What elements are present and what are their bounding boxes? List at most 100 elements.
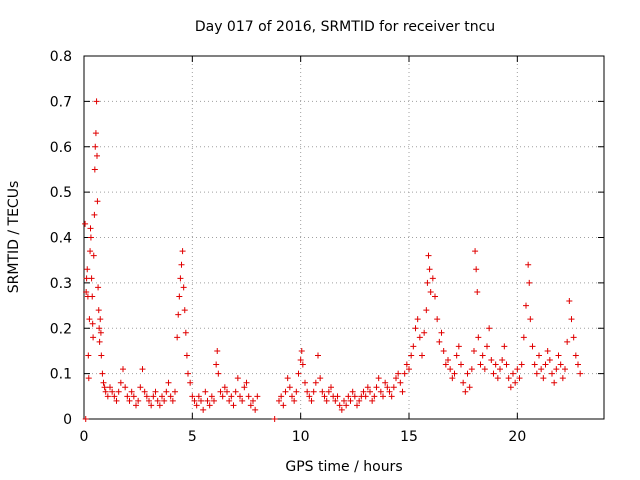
data-point: [403, 361, 410, 368]
data-point: [291, 397, 298, 404]
x-tick-label: 15: [400, 429, 418, 445]
data-point: [141, 388, 148, 395]
data-point: [88, 275, 95, 282]
data-point: [165, 379, 172, 386]
data-point: [386, 388, 393, 395]
data-point: [87, 234, 94, 241]
data-point: [570, 334, 577, 341]
data-point: [304, 388, 311, 395]
data-point: [527, 316, 534, 323]
data-point: [232, 388, 239, 395]
data-point: [126, 397, 133, 404]
data-point: [336, 402, 343, 409]
data-point: [546, 357, 553, 364]
data-point: [299, 361, 306, 368]
data-point: [520, 334, 527, 341]
data-point: [544, 347, 551, 354]
data-point: [289, 393, 295, 400]
data-point: [486, 325, 493, 332]
data-point: [178, 261, 185, 268]
data-point: [514, 366, 521, 373]
data-point: [575, 361, 581, 368]
data-point: [390, 384, 397, 391]
data-point: [421, 329, 428, 336]
y-tick-label: 0.7: [50, 94, 72, 110]
data-point: [492, 361, 499, 368]
data-point: [137, 384, 144, 391]
data-point: [92, 143, 99, 150]
data-point: [99, 370, 106, 377]
data-point: [120, 366, 126, 373]
data-point: [445, 357, 451, 364]
data-point: [93, 98, 100, 105]
data-point: [551, 379, 558, 386]
data-point: [458, 361, 464, 368]
data-point: [553, 366, 560, 373]
data-point: [577, 370, 584, 377]
data-point: [408, 352, 415, 359]
data-point: [89, 320, 96, 327]
grid-layer: [84, 56, 604, 419]
data-point: [146, 397, 152, 404]
data-point: [542, 361, 549, 368]
data-point: [321, 393, 328, 400]
data-point: [115, 388, 122, 395]
data-point: [555, 352, 562, 359]
data-point: [416, 334, 423, 341]
data-point: [481, 366, 488, 373]
data-point: [572, 352, 579, 359]
data-point: [362, 393, 369, 400]
data-point: [172, 388, 178, 395]
data-point: [334, 393, 341, 400]
data-point: [182, 329, 189, 336]
data-point: [564, 338, 571, 345]
data-point: [130, 393, 137, 400]
data-point: [464, 370, 471, 377]
data-point: [254, 393, 261, 400]
data-point: [349, 388, 356, 395]
chart-title: Day 017 of 2016, SRMTID for receiver tnc…: [195, 19, 495, 35]
data-point: [94, 152, 100, 159]
data-point: [419, 352, 425, 359]
data-point: [474, 288, 481, 295]
data-point: [501, 343, 508, 350]
data-point: [510, 370, 516, 377]
data-point: [384, 384, 391, 391]
data-point: [284, 375, 291, 382]
data-point: [351, 393, 358, 400]
data-point: [566, 298, 573, 305]
data-point: [89, 293, 96, 300]
x-tick-label: 20: [508, 429, 526, 445]
data-point: [128, 388, 135, 395]
data-point: [414, 316, 421, 323]
data-point: [247, 402, 254, 409]
data-point: [447, 366, 454, 373]
data-point: [124, 393, 131, 400]
data-point: [516, 375, 523, 382]
data-point: [111, 393, 118, 400]
y-tick-label: 0.5: [50, 185, 72, 201]
y-tick-label: 0.6: [50, 140, 72, 156]
data-point: [179, 248, 186, 255]
data-point: [200, 406, 207, 413]
data-point: [90, 252, 97, 259]
data-point: [302, 379, 308, 386]
data-point: [224, 388, 230, 395]
data-point: [518, 361, 525, 368]
data-point: [425, 252, 432, 259]
data-point: [96, 338, 103, 345]
data-point: [90, 334, 97, 341]
data-point: [328, 384, 334, 391]
y-tick-label: 0.2: [50, 321, 72, 337]
data-point: [239, 397, 246, 404]
data-point: [252, 406, 259, 413]
data-point: [332, 397, 339, 404]
data-point: [369, 397, 376, 404]
data-point: [406, 366, 412, 373]
tick-layer: 0 5 10 15 20 0 0.1 0.2 0.3 0.4 0.5 0.6 0.7 0.8: [50, 49, 604, 445]
data-point: [529, 343, 536, 350]
data-point: [191, 397, 198, 404]
data-point: [82, 220, 89, 227]
data-point: [360, 388, 367, 395]
data-points: [82, 98, 584, 422]
